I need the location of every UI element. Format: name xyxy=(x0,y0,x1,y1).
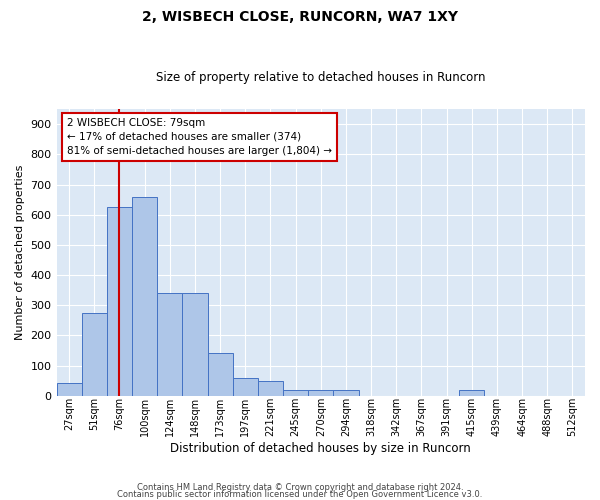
Bar xyxy=(334,390,359,396)
Bar xyxy=(157,293,182,396)
Bar xyxy=(258,380,283,396)
Bar xyxy=(107,208,132,396)
Y-axis label: Number of detached properties: Number of detached properties xyxy=(15,165,25,340)
Title: Size of property relative to detached houses in Runcorn: Size of property relative to detached ho… xyxy=(156,72,485,85)
Bar xyxy=(459,390,484,396)
Bar xyxy=(208,354,233,396)
Bar xyxy=(56,383,82,396)
Bar xyxy=(308,390,334,396)
Bar xyxy=(233,378,258,396)
Bar xyxy=(132,196,157,396)
Text: 2, WISBECH CLOSE, RUNCORN, WA7 1XY: 2, WISBECH CLOSE, RUNCORN, WA7 1XY xyxy=(142,10,458,24)
Bar xyxy=(283,390,308,396)
Text: Contains HM Land Registry data © Crown copyright and database right 2024.: Contains HM Land Registry data © Crown c… xyxy=(137,484,463,492)
Text: 2 WISBECH CLOSE: 79sqm
← 17% of detached houses are smaller (374)
81% of semi-de: 2 WISBECH CLOSE: 79sqm ← 17% of detached… xyxy=(67,118,332,156)
Bar xyxy=(182,293,208,396)
X-axis label: Distribution of detached houses by size in Runcorn: Distribution of detached houses by size … xyxy=(170,442,471,455)
Text: Contains public sector information licensed under the Open Government Licence v3: Contains public sector information licen… xyxy=(118,490,482,499)
Bar xyxy=(82,313,107,396)
